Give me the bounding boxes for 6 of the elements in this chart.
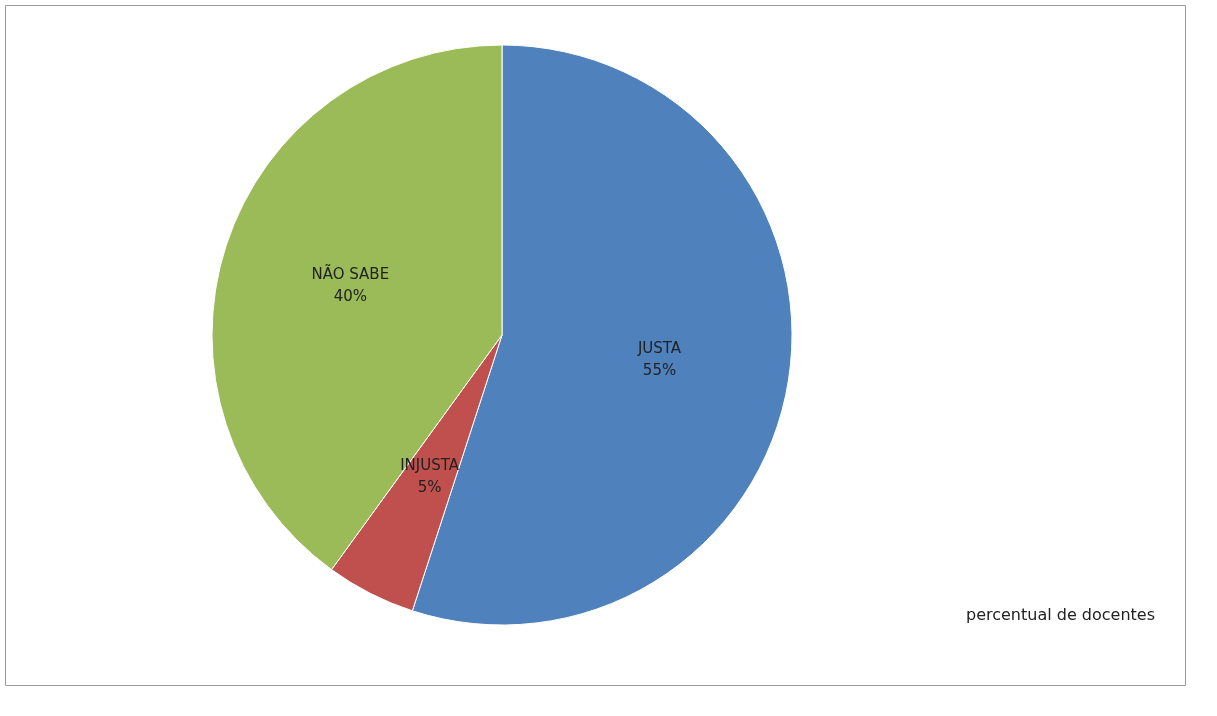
text: percentual de docentes [965,605,1155,624]
data-label: 40% [333,286,367,305]
slice-label: NÃO SABE [311,263,390,283]
data-label: 55% [642,360,677,379]
slice-label: JUSTA [636,338,682,357]
data-label: 5% [417,478,442,497]
